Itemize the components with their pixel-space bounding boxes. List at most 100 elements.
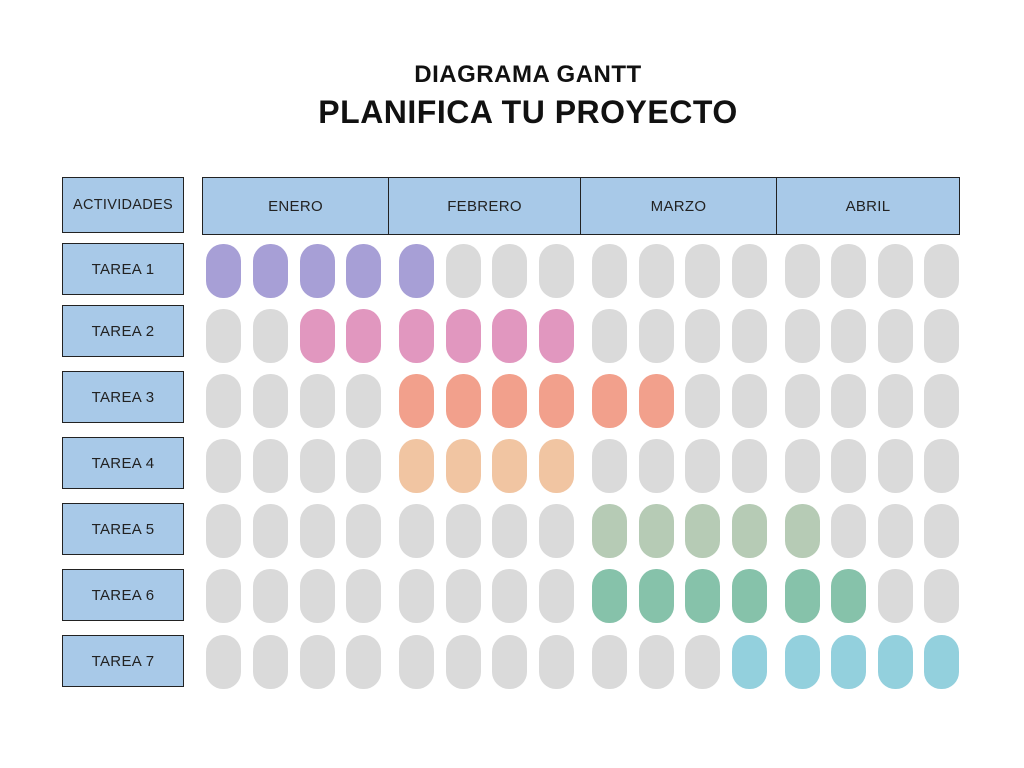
gantt-cell-active — [785, 504, 820, 558]
gantt-cell-empty — [732, 309, 767, 363]
task-label-1: TAREA 1 — [62, 243, 184, 295]
gantt-cell-empty — [539, 504, 574, 558]
gantt-cell-active — [446, 374, 481, 428]
gantt-cell-empty — [492, 504, 527, 558]
gantt-cell-empty — [878, 439, 913, 493]
gantt-cell-empty — [639, 309, 674, 363]
gantt-cell-empty — [924, 569, 959, 623]
gantt-cell-empty — [539, 244, 574, 298]
gantt-cell-empty — [300, 569, 335, 623]
gantt-cell-empty — [592, 439, 627, 493]
gantt-cell-active — [639, 374, 674, 428]
gantt-cell-empty — [592, 244, 627, 298]
gantt-cell-empty — [878, 569, 913, 623]
gantt-cell-empty — [446, 635, 481, 689]
gantt-row-3 — [206, 374, 966, 430]
gantt-cell-active — [831, 569, 866, 623]
gantt-row-5 — [206, 504, 966, 560]
gantt-row-2 — [206, 309, 966, 365]
gantt-cell-active — [539, 439, 574, 493]
gantt-cell-empty — [785, 439, 820, 493]
gantt-cell-empty — [399, 569, 434, 623]
gantt-cell-empty — [399, 504, 434, 558]
gantt-cell-empty — [592, 309, 627, 363]
gantt-cell-empty — [785, 244, 820, 298]
gantt-cell-empty — [492, 569, 527, 623]
gantt-cell-active — [785, 635, 820, 689]
gantt-cell-active — [831, 635, 866, 689]
gantt-cell-empty — [924, 309, 959, 363]
gantt-cell-empty — [924, 439, 959, 493]
activities-header: ACTIVIDADES — [62, 177, 184, 233]
task-label-5: TAREA 5 — [62, 503, 184, 555]
gantt-cell-empty — [539, 635, 574, 689]
gantt-cell-empty — [924, 374, 959, 428]
gantt-cell-active — [592, 569, 627, 623]
gantt-cell-empty — [685, 244, 720, 298]
gantt-cell-empty — [732, 374, 767, 428]
task-label-3: TAREA 3 — [62, 371, 184, 423]
gantt-cell-empty — [206, 635, 241, 689]
gantt-cell-empty — [685, 309, 720, 363]
gantt-cell-active — [539, 374, 574, 428]
gantt-cell-empty — [685, 439, 720, 493]
gantt-cell-empty — [300, 439, 335, 493]
gantt-cell-empty — [446, 244, 481, 298]
gantt-cell-empty — [639, 635, 674, 689]
gantt-cell-empty — [253, 635, 288, 689]
gantt-cell-active — [878, 635, 913, 689]
gantt-cell-active — [399, 374, 434, 428]
month-header-row: ENERO FEBRERO MARZO ABRIL — [202, 177, 960, 235]
task-label-2: TAREA 2 — [62, 305, 184, 357]
gantt-cell-empty — [346, 439, 381, 493]
gantt-cell-empty — [831, 439, 866, 493]
diagram-subtitle: DIAGRAMA GANTT — [414, 61, 642, 88]
gantt-cell-active — [300, 309, 335, 363]
gantt-cell-empty — [639, 244, 674, 298]
gantt-row-1 — [206, 244, 966, 300]
gantt-cell-active — [346, 309, 381, 363]
gantt-cell-active — [592, 374, 627, 428]
gantt-cell-empty — [592, 635, 627, 689]
gantt-cell-empty — [346, 374, 381, 428]
gantt-cell-active — [492, 439, 527, 493]
gantt-cell-active — [732, 635, 767, 689]
gantt-cell-empty — [346, 504, 381, 558]
gantt-cell-empty — [924, 244, 959, 298]
gantt-cell-empty — [924, 504, 959, 558]
gantt-row-7 — [206, 635, 966, 691]
gantt-cell-empty — [346, 569, 381, 623]
gantt-cell-empty — [206, 569, 241, 623]
gantt-cell-empty — [300, 374, 335, 428]
gantt-row-4 — [206, 439, 966, 495]
gantt-cell-active — [592, 504, 627, 558]
gantt-cell-active — [492, 309, 527, 363]
gantt-cell-empty — [492, 635, 527, 689]
month-header-febrero: FEBRERO — [389, 178, 581, 234]
gantt-cell-empty — [785, 309, 820, 363]
gantt-cell-active — [399, 244, 434, 298]
gantt-cell-empty — [300, 504, 335, 558]
gantt-cell-active — [732, 569, 767, 623]
gantt-cell-active — [399, 439, 434, 493]
gantt-cell-active — [399, 309, 434, 363]
gantt-cell-empty — [831, 504, 866, 558]
gantt-cell-empty — [253, 309, 288, 363]
gantt-cell-empty — [831, 244, 866, 298]
diagram-title: PLANIFICA TU PROYECTO — [318, 94, 738, 130]
task-label-4: TAREA 4 — [62, 437, 184, 489]
gantt-cell-active — [685, 569, 720, 623]
gantt-cell-empty — [346, 635, 381, 689]
gantt-cell-empty — [878, 504, 913, 558]
gantt-cell-active — [785, 569, 820, 623]
gantt-cell-active — [446, 439, 481, 493]
gantt-row-6 — [206, 569, 966, 625]
month-header-abril: ABRIL — [845, 197, 891, 215]
gantt-cell-empty — [206, 504, 241, 558]
gantt-cell-active — [206, 244, 241, 298]
gantt-cell-active — [253, 244, 288, 298]
gantt-cell-active — [492, 374, 527, 428]
gantt-cell-empty — [492, 244, 527, 298]
task-label-7: TAREA 7 — [62, 635, 184, 687]
gantt-cell-active — [639, 569, 674, 623]
